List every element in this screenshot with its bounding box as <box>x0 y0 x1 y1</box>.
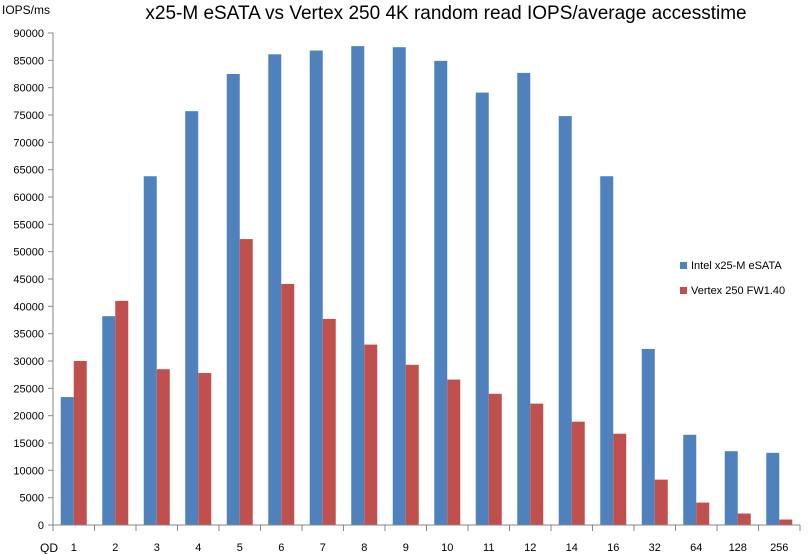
y-tick-label: 30000 <box>13 356 44 368</box>
y-tick-label: 80000 <box>13 83 44 95</box>
bar-vertex-qd-7 <box>322 318 336 525</box>
bar-vertex-qd-11 <box>488 393 502 525</box>
bar-intel-qd-8 <box>351 46 365 526</box>
bar-intel-qd-12 <box>517 72 531 525</box>
x-tick-label: 14 <box>566 542 578 554</box>
y-axis-label: IOPS/ms <box>2 3 50 17</box>
y-tick-label: 25000 <box>13 383 44 395</box>
bar-vertex-qd-64 <box>696 502 710 525</box>
bar-vertex-qd-16 <box>613 433 627 525</box>
x-tick-label: 1 <box>71 542 77 554</box>
bar-vertex-qd-8 <box>364 344 378 525</box>
bar-vertex-qd-128 <box>737 513 751 525</box>
bars <box>60 46 793 526</box>
chart-title: x25-M eSATA vs Vertex 250 4K random read… <box>145 3 746 24</box>
x-axis-label: QD <box>40 541 58 554</box>
x-tick-label: 12 <box>524 542 536 554</box>
bar-intel-qd-1 <box>60 397 74 525</box>
bar-intel-qd-4 <box>185 111 199 525</box>
bar-vertex-qd-6 <box>281 283 295 525</box>
bar-intel-qd-9 <box>392 47 406 526</box>
y-tick-label: 45000 <box>13 274 44 286</box>
bar-vertex-qd-12 <box>530 403 544 525</box>
bar-intel-qd-64 <box>683 434 697 525</box>
legend: Intel x25-M eSATA Vertex 250 FW1.40 <box>680 260 785 297</box>
x-tick-label: 8 <box>361 542 367 554</box>
legend-swatch <box>680 287 687 294</box>
x-tick-label: 7 <box>320 542 326 554</box>
y-tick-label: 50000 <box>13 247 44 259</box>
bar-vertex-qd-256 <box>779 519 793 525</box>
bar-vertex-qd-3 <box>156 369 170 525</box>
x-tick-label: 9 <box>403 542 409 554</box>
bar-vertex-qd-14 <box>571 421 585 525</box>
legend-label: Intel x25-M eSATA <box>691 260 782 272</box>
y-tick-label: 75000 <box>13 110 44 122</box>
y-tick-label: 15000 <box>13 438 44 450</box>
bar-intel-qd-16 <box>600 176 614 525</box>
bar-vertex-qd-10 <box>447 379 461 525</box>
bar-intel-qd-128 <box>724 451 738 525</box>
x-tick-label: 10 <box>441 542 453 554</box>
y-tick-label: 65000 <box>13 165 44 177</box>
x-axis-ticks: 1 2 3 4 5 6 7 8 9 10 11 12 14 16 32 64 128 256 <box>52 525 801 554</box>
x-tick-label: 64 <box>690 542 702 554</box>
bar-intel-qd-14 <box>558 116 572 526</box>
x-tick-label: 2 <box>112 542 118 554</box>
bar-intel-qd-5 <box>226 74 240 525</box>
bar-intel-qd-10 <box>434 60 448 525</box>
y-tick-label: 85000 <box>13 55 44 67</box>
x-tick-label: 6 <box>278 542 284 554</box>
y-tick-label: 90000 <box>13 28 44 40</box>
bar-intel-qd-6 <box>268 54 282 525</box>
x-tick-label: 3 <box>154 542 160 554</box>
bar-intel-qd-32 <box>641 348 655 525</box>
bar-intel-qd-7 <box>309 50 323 525</box>
bar-vertex-qd-4 <box>198 373 212 525</box>
y-tick-label: 0 <box>38 520 44 532</box>
bar-vertex-qd-32 <box>654 479 668 525</box>
bar-intel-qd-2 <box>102 316 116 525</box>
x-tick-label: 32 <box>649 542 661 554</box>
x-tick-label: 11 <box>483 542 494 554</box>
bar-vertex-qd-2 <box>115 300 129 525</box>
x-tick-label: 128 <box>729 542 747 554</box>
y-tick-label: 20000 <box>13 411 44 423</box>
bar-vertex-qd-5 <box>239 239 253 526</box>
y-tick-label: 40000 <box>13 301 44 313</box>
x-tick-label: 4 <box>195 542 201 554</box>
y-tick-label: 60000 <box>13 192 44 204</box>
bar-intel-qd-256 <box>766 452 780 525</box>
y-tick-label: 55000 <box>13 219 44 231</box>
y-tick-label: 10000 <box>13 465 44 477</box>
y-tick-label: 70000 <box>13 137 44 149</box>
legend-swatch <box>680 262 687 269</box>
bar-intel-qd-11 <box>475 92 489 525</box>
x-tick-label: 5 <box>237 542 243 554</box>
legend-label: Vertex 250 FW1.40 <box>691 285 785 297</box>
x-tick-label: 16 <box>607 542 619 554</box>
y-tick-label: 35000 <box>13 329 44 341</box>
y-tick-label: 5000 <box>20 493 44 505</box>
bar-vertex-qd-1 <box>73 361 87 525</box>
y-axis-ticks: 0 5000 10000 15000 20000 25000 30000 35000 40000… <box>13 28 53 532</box>
bar-vertex-qd-9 <box>405 364 419 525</box>
bar-intel-qd-3 <box>143 176 157 525</box>
x-tick-label: 256 <box>770 542 788 554</box>
